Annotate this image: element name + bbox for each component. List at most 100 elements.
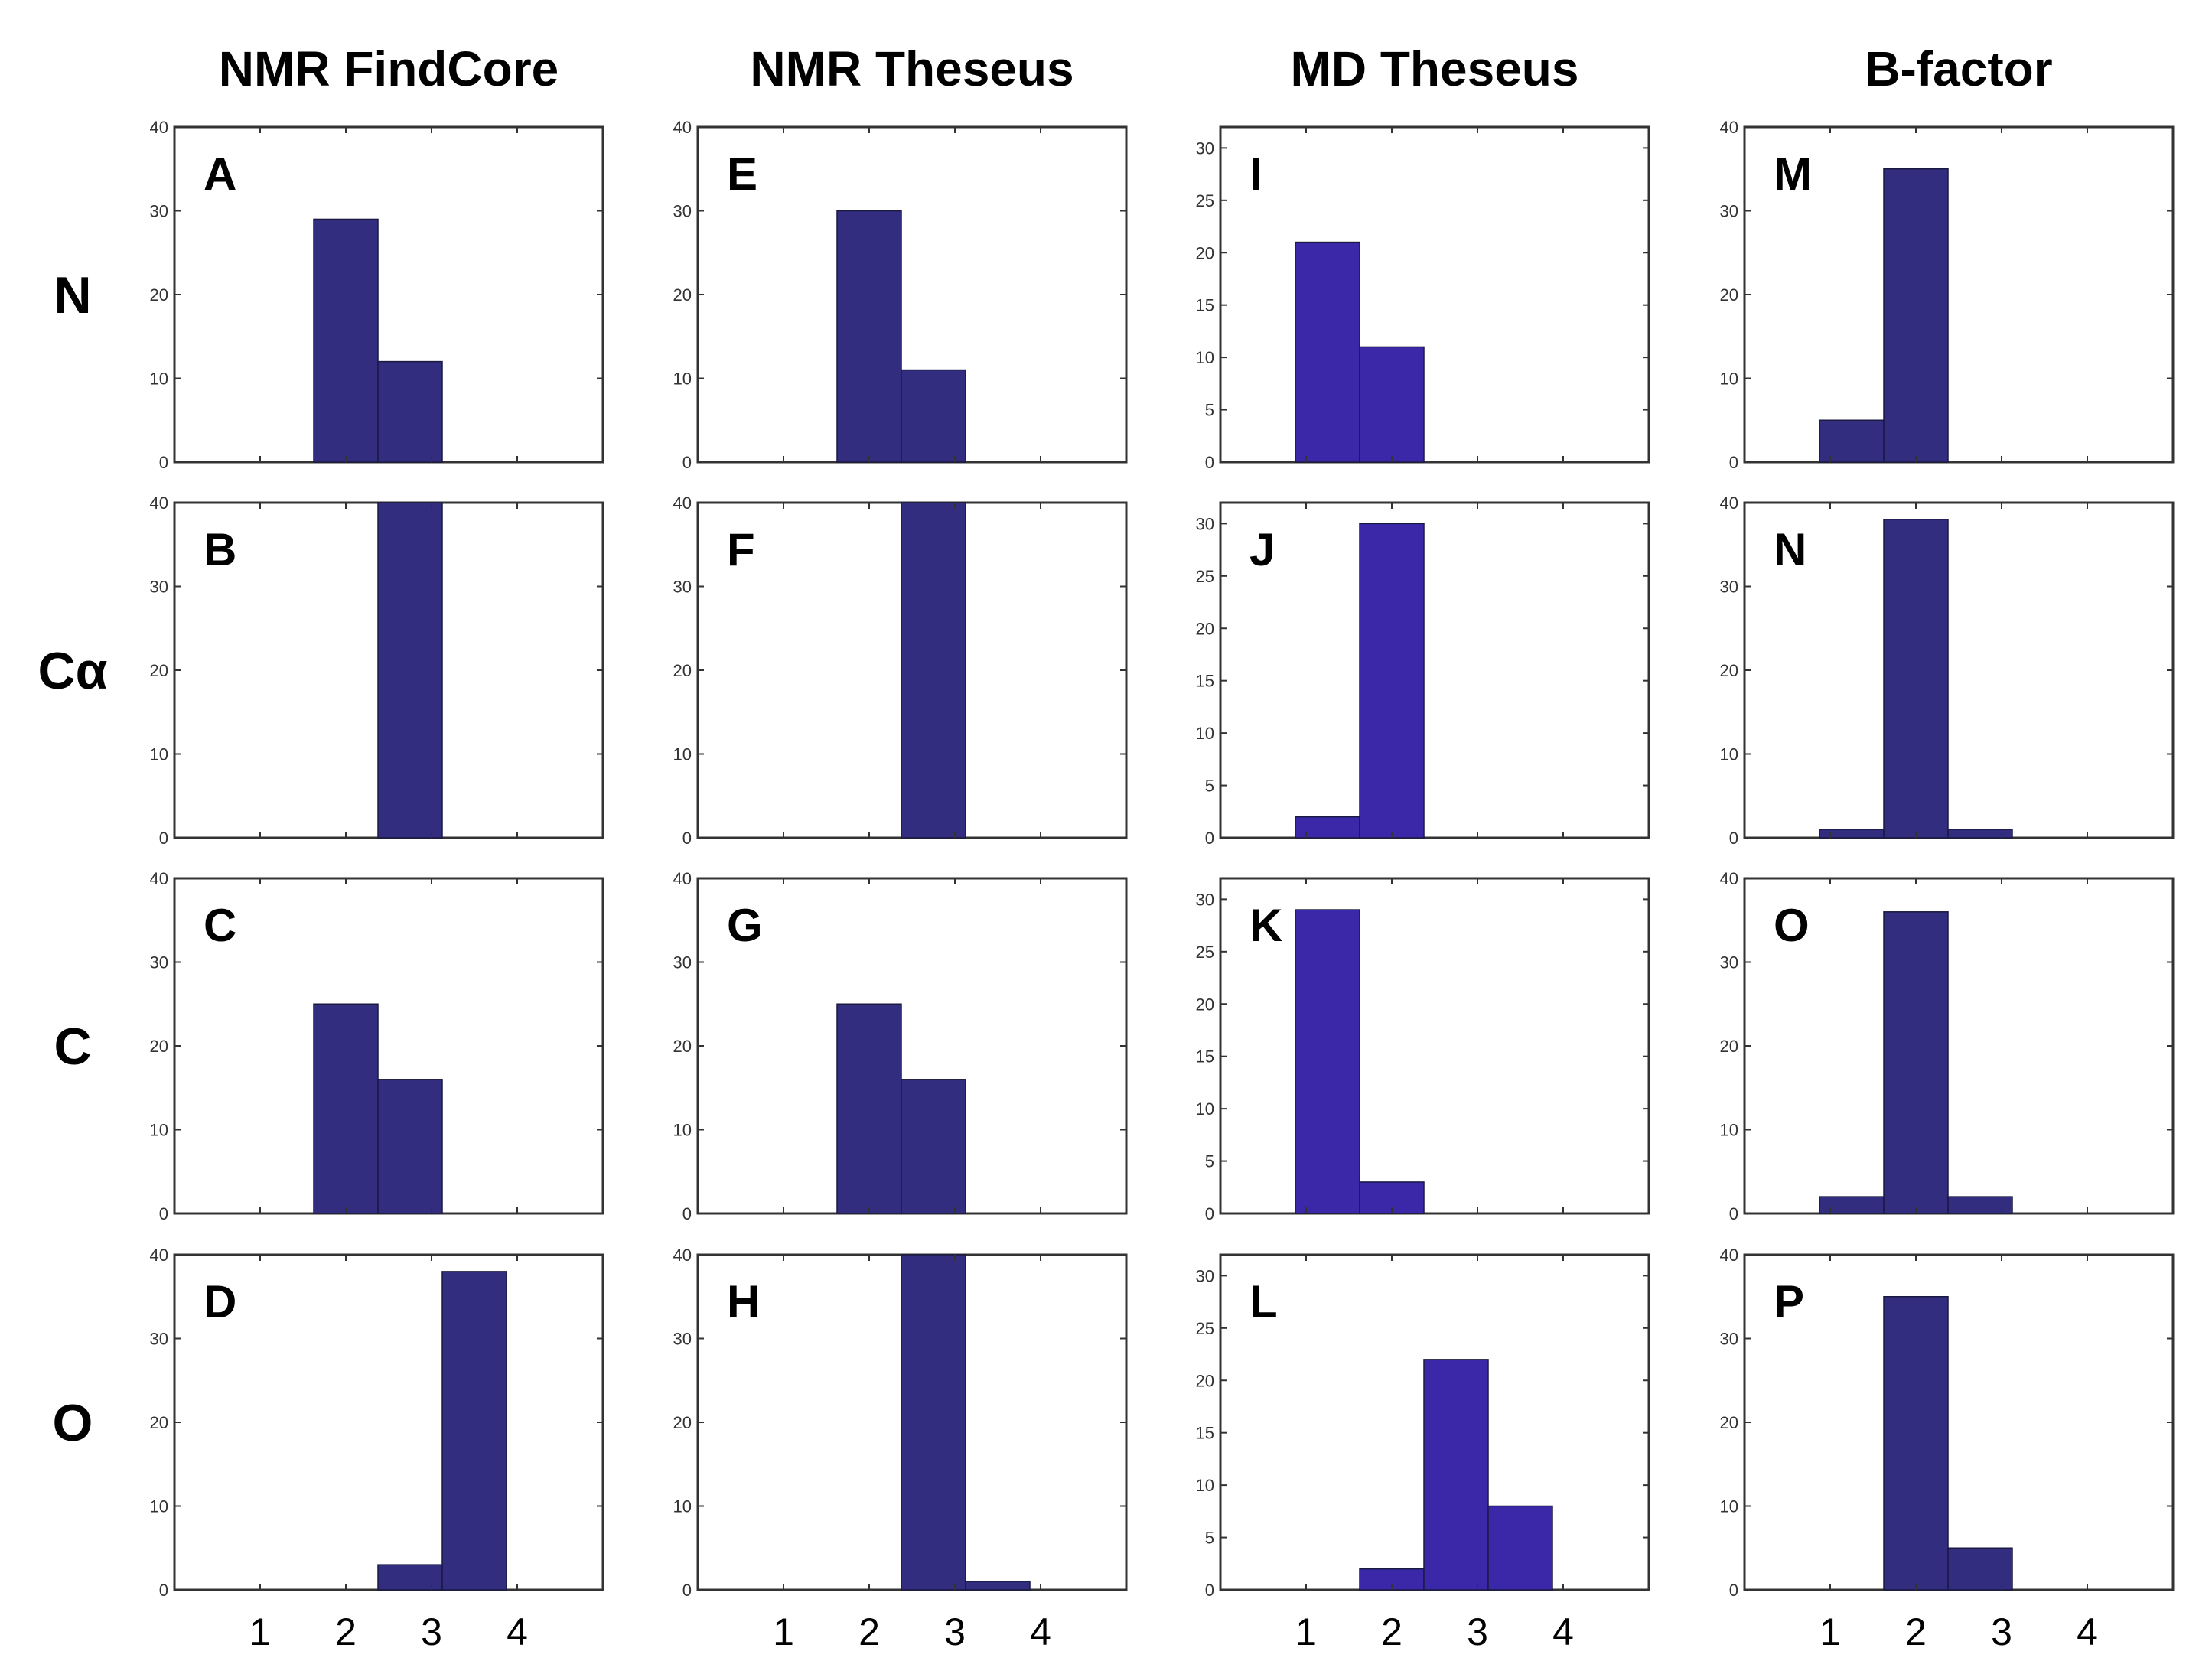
panel-h-ytick-label-3: 20 bbox=[673, 1413, 692, 1432]
panel-p-frame bbox=[1743, 1253, 2175, 1591]
panel-k-ytick-label-5: 20 bbox=[1196, 995, 1214, 1014]
panel-d-bar-4 bbox=[441, 1271, 507, 1591]
panel-k-bar-1 bbox=[1295, 909, 1360, 1214]
panel-i-ytick-label-6: 25 bbox=[1196, 191, 1214, 210]
panel-c-bar-3 bbox=[377, 1079, 443, 1214]
panel-c-bar-2 bbox=[313, 1003, 379, 1214]
panel-k-ytick-label-2: 5 bbox=[1205, 1152, 1214, 1171]
panel-i-ytick-label-2: 5 bbox=[1205, 401, 1214, 420]
panel-a-ytick-label-3: 20 bbox=[150, 285, 168, 305]
panel-e-ytick-label-4: 30 bbox=[673, 202, 692, 221]
panel-f-ytick-label-1: 0 bbox=[682, 829, 692, 848]
panel-l-ytick-label-1: 0 bbox=[1205, 1581, 1214, 1600]
panel-p-letter: P bbox=[1774, 1276, 1804, 1327]
column-3-xtick-label-3: 3 bbox=[1467, 1611, 1488, 1653]
panel-o-letter: O bbox=[1774, 900, 1810, 951]
column-3-xtick-label-1: 1 bbox=[1295, 1611, 1317, 1653]
panel-n-ytick-label-3: 20 bbox=[1720, 661, 1738, 680]
panel-p-ytick-label-1: 0 bbox=[1729, 1581, 1738, 1600]
panel-a-ytick-label-2: 10 bbox=[150, 370, 168, 389]
panel-j-ytick-label-2: 5 bbox=[1205, 777, 1214, 796]
panel-d-ytick-label-2: 10 bbox=[150, 1497, 168, 1516]
panel-f-ytick-label-5: 40 bbox=[673, 493, 692, 513]
panel-e-bar-2 bbox=[836, 210, 902, 463]
column-2-xtick-label-4: 4 bbox=[1030, 1611, 1051, 1653]
panel-f-bar-3 bbox=[901, 502, 966, 839]
panel-b-ytick-label-2: 10 bbox=[150, 745, 168, 764]
panel-g-bar-3 bbox=[901, 1079, 966, 1214]
panel-e-ytick-label-1: 0 bbox=[682, 453, 692, 472]
panel-l-bar-3 bbox=[1423, 1359, 1489, 1591]
panel-m-ytick-label-4: 30 bbox=[1720, 202, 1738, 221]
panel-c-ytick-label-4: 30 bbox=[150, 953, 168, 972]
panel-e-bar-3 bbox=[901, 369, 966, 463]
panel-i-bar-1 bbox=[1295, 241, 1360, 463]
row-label-3: C bbox=[54, 1018, 91, 1076]
panel-g-ytick-label-3: 20 bbox=[673, 1037, 692, 1056]
panel-o-bar-1 bbox=[1819, 1196, 1885, 1214]
panel-b-ytick-label-1: 0 bbox=[159, 829, 168, 848]
panel-l-bar-4 bbox=[1487, 1505, 1553, 1591]
panel-a-ytick-label-1: 0 bbox=[159, 453, 168, 472]
panel-p-ytick-label-5: 40 bbox=[1720, 1246, 1738, 1265]
panel-c-ytick-label-2: 10 bbox=[150, 1121, 168, 1140]
panel-h-ytick-label-5: 40 bbox=[673, 1246, 692, 1265]
panel-m-ytick-label-1: 0 bbox=[1729, 453, 1738, 472]
column-1-xtick-label-1: 1 bbox=[249, 1611, 271, 1653]
column-1-xtick-label-4: 4 bbox=[507, 1611, 528, 1653]
panel-n-ytick-label-1: 0 bbox=[1729, 829, 1738, 848]
panel-j-bar-2 bbox=[1359, 523, 1425, 839]
panel-k-frame bbox=[1219, 877, 1650, 1215]
panel-n-letter: N bbox=[1774, 524, 1806, 575]
panel-m-ytick-label-3: 20 bbox=[1720, 285, 1738, 305]
panel-c-ytick-label-3: 20 bbox=[150, 1037, 168, 1056]
panel-j-ytick-label-6: 25 bbox=[1196, 567, 1214, 586]
panel-l-letter: L bbox=[1249, 1276, 1278, 1327]
column-title-md-theseus: MD Theseus bbox=[1291, 41, 1579, 96]
panel-i-ytick-label-1: 0 bbox=[1205, 453, 1214, 472]
panel-m-ytick-label-2: 10 bbox=[1720, 370, 1738, 389]
panel-k-ytick-label-1: 0 bbox=[1205, 1204, 1214, 1223]
panel-f-ytick-label-2: 10 bbox=[673, 745, 692, 764]
panel-o-ytick-label-5: 40 bbox=[1720, 869, 1738, 888]
panel-o-bar-2 bbox=[1883, 911, 1949, 1214]
panel-l-ytick-label-5: 20 bbox=[1196, 1371, 1214, 1390]
panel-n-ytick-label-2: 10 bbox=[1720, 745, 1738, 764]
panel-a-bar-3 bbox=[377, 360, 443, 463]
panel-l-ytick-label-4: 15 bbox=[1196, 1424, 1214, 1443]
panel-m-ytick-label-5: 40 bbox=[1720, 118, 1738, 137]
panel-g-ytick-label-4: 30 bbox=[673, 953, 692, 972]
panel-n-bar-2 bbox=[1883, 519, 1949, 839]
panel-e-ytick-label-2: 10 bbox=[673, 370, 692, 389]
panel-g-ytick-label-1: 0 bbox=[682, 1204, 692, 1223]
column-3-xtick-label-2: 2 bbox=[1381, 1611, 1402, 1653]
column-2-xtick-label-1: 1 bbox=[773, 1611, 794, 1653]
column-4-xtick-label-3: 3 bbox=[1991, 1611, 2012, 1653]
panel-i-ytick-label-4: 15 bbox=[1196, 296, 1214, 315]
panel-j-ytick-label-1: 0 bbox=[1205, 829, 1214, 848]
panel-d-frame bbox=[173, 1253, 604, 1591]
panel-l-ytick-label-2: 5 bbox=[1205, 1529, 1214, 1548]
column-1-xtick-label-2: 2 bbox=[335, 1611, 357, 1653]
panel-d-bar-3 bbox=[377, 1564, 443, 1591]
row-label-2: Cα bbox=[38, 642, 108, 700]
panel-h-bar-3 bbox=[901, 1254, 966, 1591]
panel-k-ytick-label-7: 30 bbox=[1196, 890, 1214, 909]
panel-f-ytick-label-3: 20 bbox=[673, 661, 692, 680]
column-4-xtick-label-2: 2 bbox=[1905, 1611, 1927, 1653]
column-2-xtick-label-2: 2 bbox=[858, 1611, 880, 1653]
panel-o-ytick-label-3: 20 bbox=[1720, 1037, 1738, 1056]
panel-n-bar-3 bbox=[1947, 829, 2013, 839]
panel-e-ytick-label-3: 20 bbox=[673, 285, 692, 305]
panel-a-ytick-label-5: 40 bbox=[150, 118, 168, 137]
panel-e-letter: E bbox=[727, 148, 757, 200]
panel-m-bar-2 bbox=[1883, 168, 1949, 463]
panel-n-ytick-label-5: 40 bbox=[1720, 493, 1738, 513]
panel-a-ytick-label-4: 30 bbox=[150, 202, 168, 221]
panel-j-ytick-label-7: 30 bbox=[1196, 514, 1214, 533]
panel-p-ytick-label-2: 10 bbox=[1720, 1497, 1738, 1516]
panel-o-ytick-label-4: 30 bbox=[1720, 953, 1738, 972]
panel-g-bar-2 bbox=[836, 1003, 902, 1214]
row-label-1: N bbox=[54, 266, 91, 324]
